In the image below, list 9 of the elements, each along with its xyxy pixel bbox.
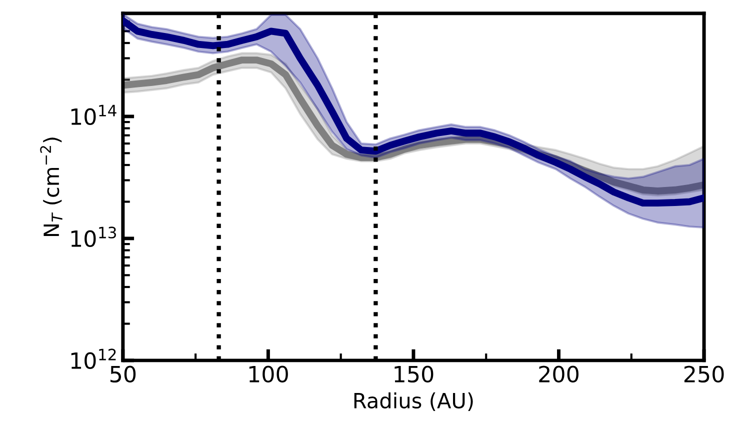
x-tick-label: 150 xyxy=(394,366,434,383)
x-axis-title: Radius (AU) xyxy=(354,392,473,411)
x-tick-label: 200 xyxy=(539,366,578,383)
y-tick-label: 10$^{13}$ xyxy=(71,226,116,248)
x-tick-label: 250 xyxy=(684,366,724,383)
x-tick-label: 100 xyxy=(249,366,288,383)
y-axis-title: N$_{T}$ (cm$^{−2}$) xyxy=(40,138,62,236)
y-tick-label: 10$^{14}$ xyxy=(71,104,116,126)
x-tick-label: 50 xyxy=(110,366,136,383)
